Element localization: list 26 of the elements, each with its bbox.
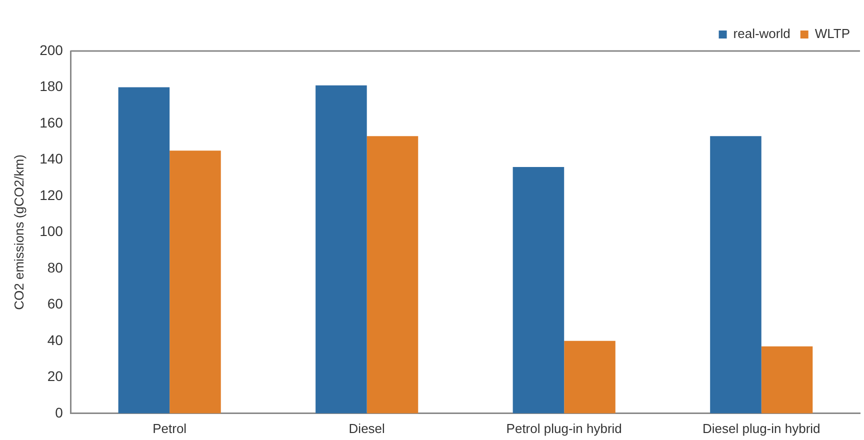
x-tick-label: Diesel plug-in hybrid (702, 420, 820, 436)
y-tick-label: 120 (40, 186, 64, 203)
y-tick-label: 40 (47, 332, 64, 348)
x-tick-label: Petrol plug-in hybrid (506, 420, 622, 436)
bar (316, 85, 367, 414)
x-tick-label: Petrol (152, 420, 187, 436)
legend-label: WLTP (814, 26, 850, 42)
x-tick-label: Diesel (348, 420, 386, 436)
y-tick-label: 180 (40, 78, 64, 94)
bar (366, 136, 418, 414)
y-tick-label: 20 (47, 368, 64, 384)
bar (761, 346, 813, 414)
bar (170, 150, 221, 414)
y-tick-label: 200 (40, 42, 64, 58)
y-tick-label: 60 (47, 296, 64, 312)
y-axis-title: CO2 emissions (gCO2/km) (11, 154, 26, 310)
y-tick-label: 140 (40, 150, 64, 167)
bar (512, 166, 564, 414)
bar (118, 87, 170, 414)
y-tick-label: 0 (55, 404, 64, 420)
bar (710, 136, 762, 414)
y-tick-label: 160 (40, 114, 64, 130)
y-tick-label: 100 (40, 223, 64, 240)
bar (564, 340, 616, 414)
legend-label: real-world (733, 26, 790, 42)
y-tick-label: 80 (47, 259, 64, 276)
